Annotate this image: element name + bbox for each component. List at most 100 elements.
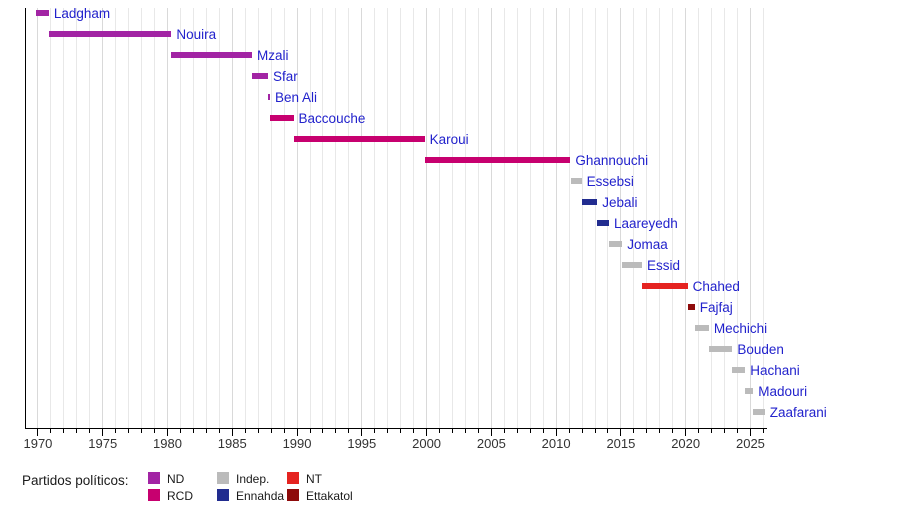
gridline-minor: [413, 8, 415, 428]
gridline-major: [296, 8, 298, 428]
x-tick-minor: [50, 429, 52, 433]
gridline-major: [102, 8, 104, 428]
gridline-minor: [257, 8, 259, 428]
timeline-bar: [732, 367, 746, 373]
gridline-minor: [179, 8, 181, 428]
x-tick-minor: [594, 429, 596, 433]
gridline-minor: [452, 8, 453, 428]
gridline-minor: [348, 8, 350, 428]
gridline-minor: [659, 8, 661, 428]
x-tick-minor: [205, 429, 207, 433]
x-axis-line: [24, 428, 767, 430]
x-tick-minor: [179, 429, 181, 433]
gridline-major: [620, 8, 622, 428]
bar-label: Sfar: [273, 68, 298, 84]
gridline-minor: [374, 8, 376, 428]
gridline-major: [37, 8, 39, 428]
gridline-minor: [270, 8, 272, 428]
bar-label: Zaafarani: [769, 404, 827, 420]
bar-label: Nouira: [176, 26, 217, 42]
timeline-bar: [424, 157, 571, 163]
x-tick-minor: [89, 429, 91, 433]
timeline-bar: [597, 220, 609, 226]
x-tick-minor: [542, 429, 544, 433]
legend-label: Indep.: [236, 471, 270, 486]
gridline-major: [490, 8, 492, 428]
timeline-bar: [36, 10, 49, 16]
x-tick-minor: [439, 429, 441, 433]
x-tick-minor: [348, 429, 350, 433]
gridline-minor: [737, 8, 738, 428]
x-tick-major: [296, 429, 298, 436]
x-tick-label: 2020: [671, 436, 701, 451]
x-tick-minor: [464, 429, 466, 433]
x-tick-minor: [568, 429, 570, 433]
x-tick-major: [555, 429, 557, 436]
gridline-major: [426, 8, 428, 428]
bar-label: Mzali: [256, 47, 289, 63]
x-tick-minor: [452, 429, 453, 433]
gridline-major: [361, 8, 363, 428]
x-tick-label: 1975: [88, 436, 118, 451]
bar-label: Ladgham: [53, 5, 111, 21]
gridline-minor: [205, 8, 207, 428]
bar-label: Mechichi: [713, 320, 768, 336]
gridline-minor: [309, 8, 311, 428]
gridline-minor: [633, 8, 635, 428]
legend-swatch-indep: [217, 472, 229, 484]
legend-swatch-nt: [287, 472, 299, 484]
x-tick-minor: [115, 429, 117, 433]
gridline-minor: [141, 8, 143, 428]
x-tick-minor: [529, 429, 531, 433]
timeline-bar: [608, 241, 623, 247]
timeline-bar: [642, 283, 688, 289]
x-tick-minor: [737, 429, 738, 433]
gridline-minor: [50, 8, 52, 428]
x-tick-label: 2005: [476, 436, 506, 451]
x-tick-minor: [128, 429, 130, 433]
x-tick-minor: [387, 429, 389, 433]
legend-label: Ennahda: [236, 488, 285, 503]
timeline-bar: [745, 388, 754, 394]
gridline-minor: [192, 8, 194, 428]
x-tick-minor: [141, 429, 143, 433]
x-tick-major: [490, 429, 492, 436]
x-tick-minor: [762, 429, 764, 433]
x-tick-minor: [698, 429, 700, 433]
gridline-minor: [218, 8, 220, 428]
x-tick-label: 2015: [606, 436, 636, 451]
x-tick-major: [749, 429, 751, 436]
bar-label: Baccouche: [298, 110, 366, 126]
gridline-minor: [154, 8, 156, 428]
bar-label: Ben Ali: [275, 89, 318, 105]
x-tick-minor: [646, 429, 648, 433]
gridline-minor: [335, 8, 337, 428]
gridline-major: [685, 8, 687, 428]
gridline-minor: [503, 8, 505, 428]
x-tick-minor: [309, 429, 311, 433]
x-tick-minor: [633, 429, 635, 433]
gridline-minor: [464, 8, 466, 428]
bar-label: Madouri: [758, 383, 808, 399]
x-tick-minor: [63, 429, 65, 433]
bar-label: Hachani: [750, 362, 800, 378]
x-tick-major: [102, 429, 104, 436]
bar-label: Jebali: [602, 194, 638, 210]
x-tick-major: [426, 429, 428, 436]
x-tick-label: 2010: [541, 436, 571, 451]
x-tick-minor: [607, 429, 609, 433]
gridline-minor: [387, 8, 389, 428]
timeline-bar: [694, 325, 709, 331]
timeline-bar: [48, 31, 172, 37]
timeline-bar: [171, 52, 252, 58]
gridline-minor: [477, 8, 479, 428]
bar-label: Essebsi: [586, 173, 634, 189]
gridline-minor: [322, 8, 324, 428]
gridline-minor: [672, 8, 674, 428]
gridline-minor: [711, 8, 713, 428]
x-tick-minor: [218, 429, 220, 433]
gridline-minor: [400, 8, 402, 428]
gridline-minor: [63, 8, 65, 428]
gridline-minor: [594, 8, 596, 428]
